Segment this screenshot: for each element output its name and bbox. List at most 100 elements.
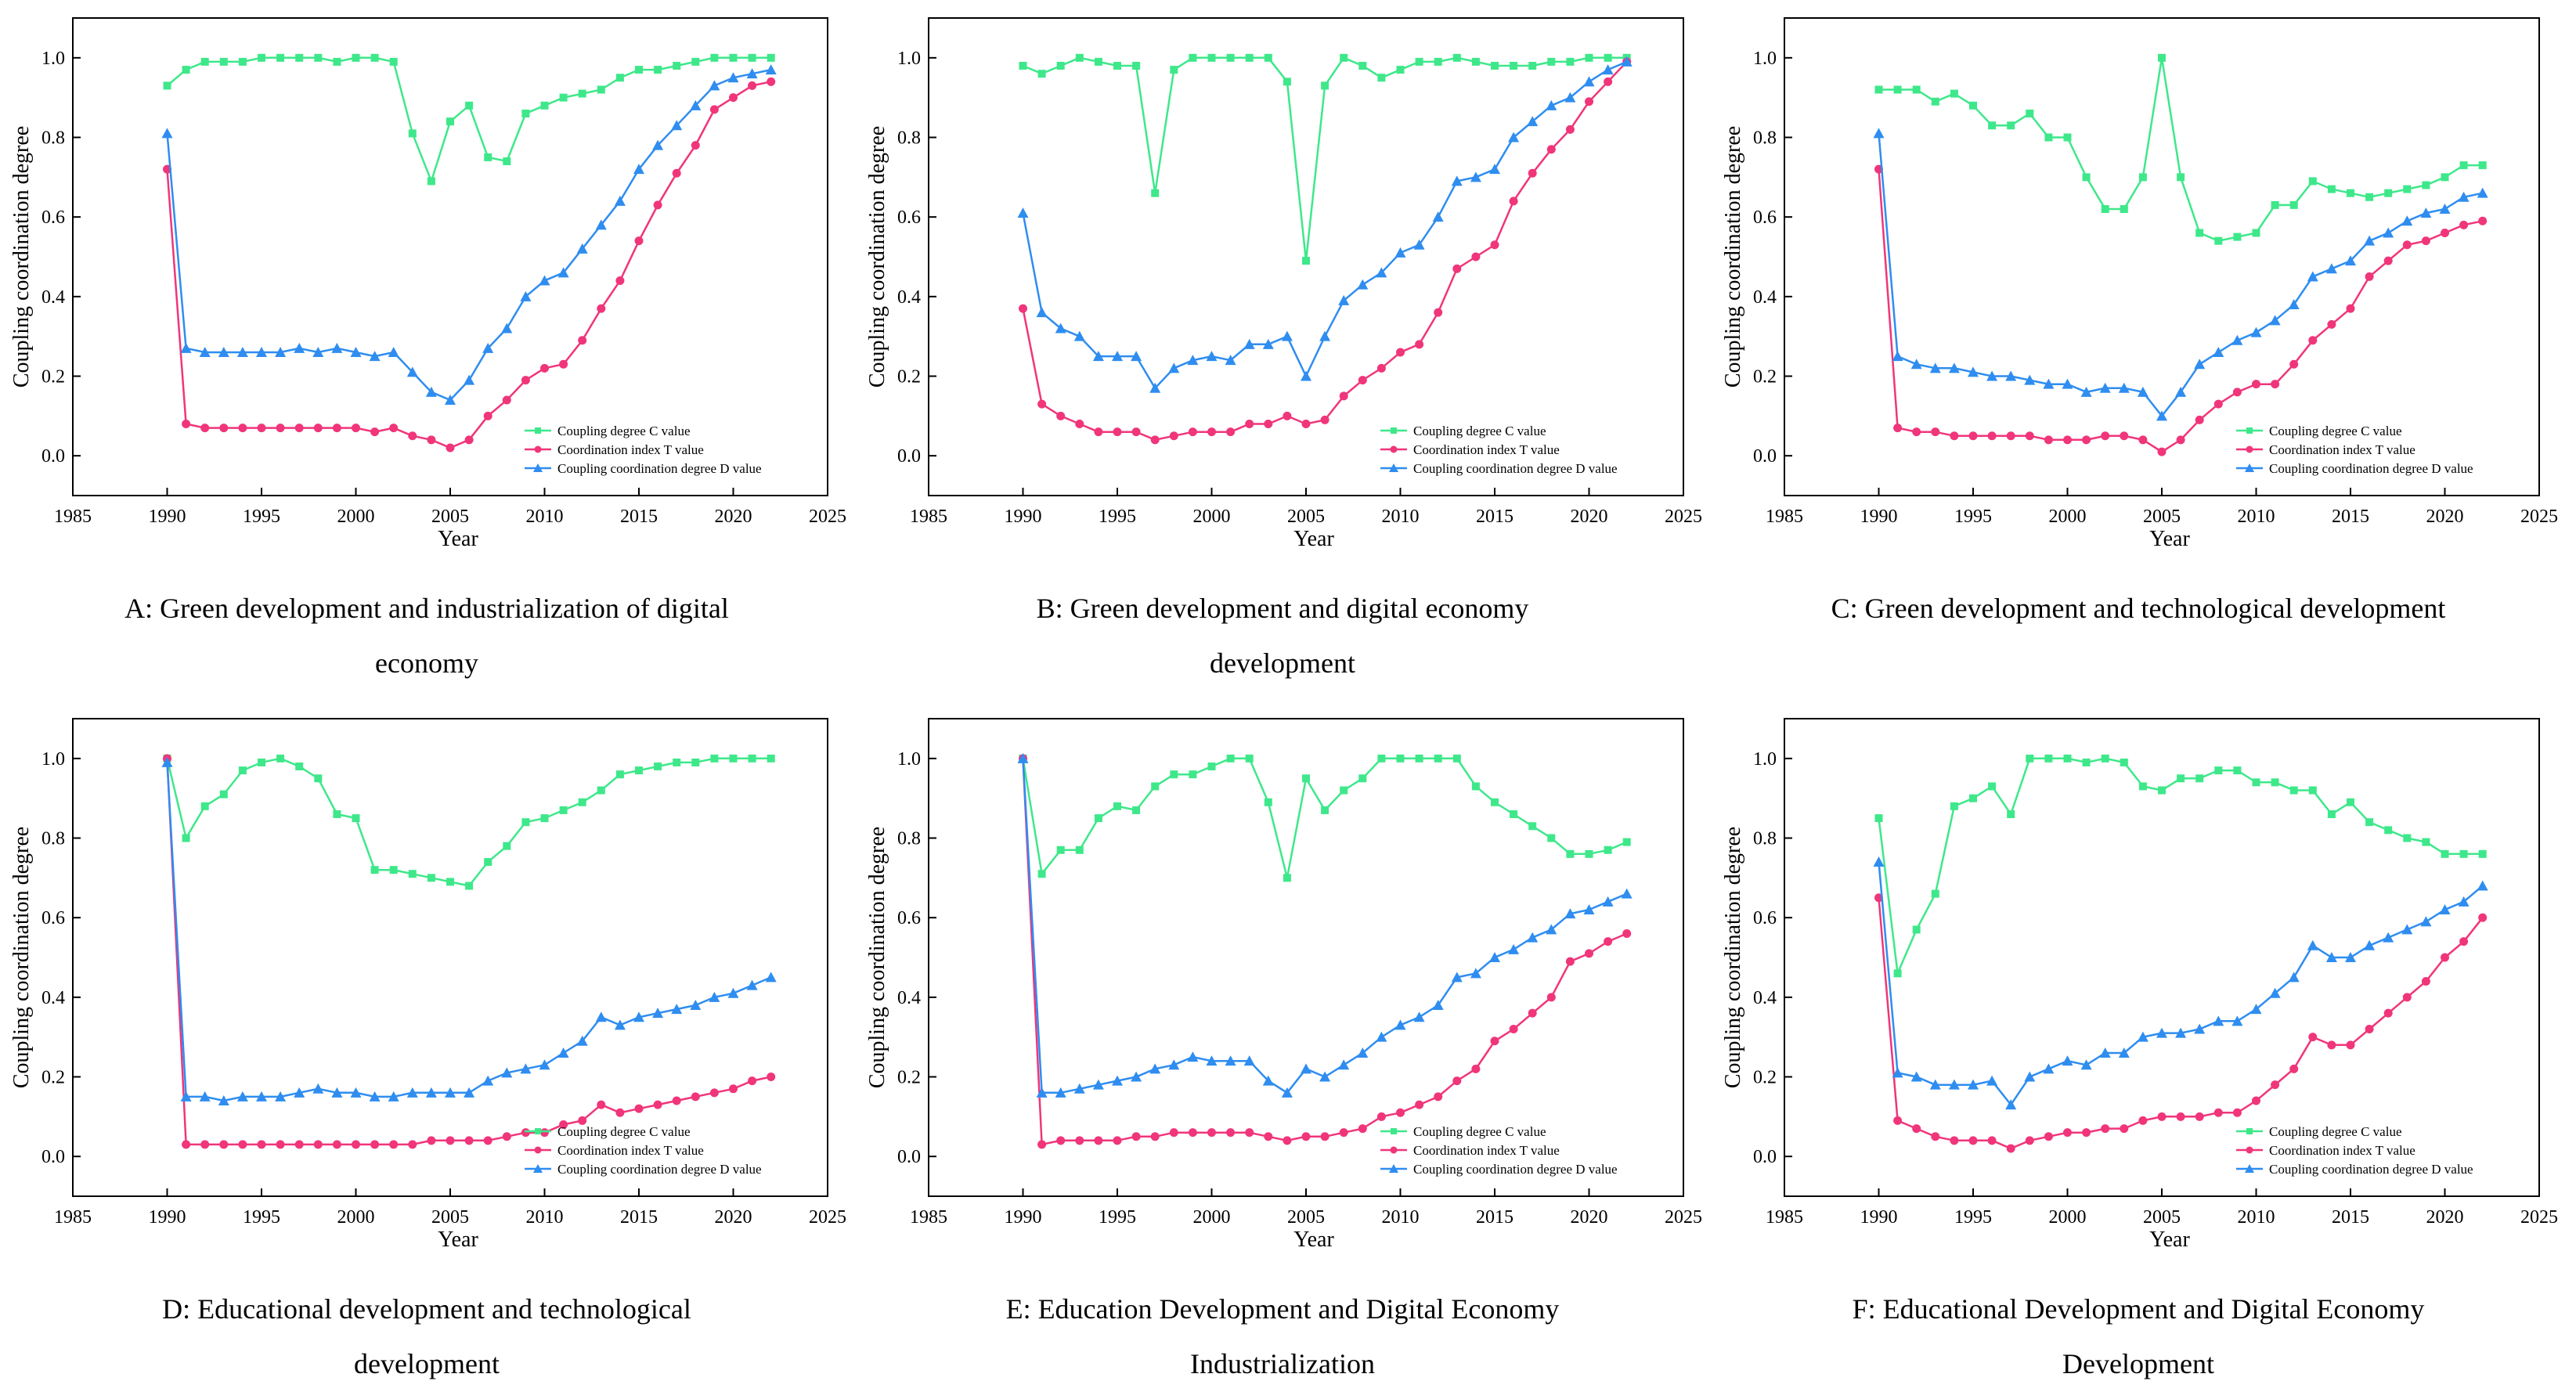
data-point-t	[2478, 216, 2488, 225]
data-point-c	[540, 814, 549, 823]
data-point-t	[1376, 363, 1386, 373]
data-point-c	[1931, 97, 1939, 106]
legend-marker-square	[1391, 427, 1397, 434]
data-point-d	[1413, 1011, 1425, 1022]
data-point-d	[294, 342, 305, 353]
data-point-d	[1892, 1067, 1903, 1078]
x-tick-label: 1995	[243, 507, 280, 527]
data-point-t	[1188, 427, 1197, 437]
data-point-t	[2232, 388, 2242, 397]
data-point-c	[654, 763, 662, 770]
chart-panel-b: 1985 1990 1995 2000 2005 2010 2015 2020 2025 0.0 0…	[856, 0, 1709, 697]
data-point-d	[1432, 1000, 1444, 1010]
data-point-t	[1434, 308, 1443, 317]
data-point-t	[1912, 1124, 1921, 1134]
data-point-d	[1168, 362, 1180, 373]
data-point-c	[597, 786, 605, 795]
legend-marker-square	[535, 427, 541, 434]
data-point-d	[709, 991, 720, 1002]
data-point-c	[673, 62, 681, 70]
data-point-t	[352, 424, 360, 433]
data-point-t	[219, 1140, 229, 1149]
data-point-t	[2195, 1112, 2204, 1121]
data-point-d	[161, 128, 173, 139]
legend-label: Coupling degree C value	[1413, 424, 1546, 438]
legend-marker-circle	[1390, 445, 1398, 453]
data-point-t	[2157, 1112, 2167, 1121]
data-point-c	[2101, 205, 2109, 213]
data-point-d	[312, 1083, 324, 1094]
data-point-d	[2250, 326, 2262, 337]
legend-label: Coordination index T value	[2269, 1143, 2415, 1158]
data-point-t	[1509, 1025, 1518, 1033]
data-point-d	[1489, 952, 1500, 962]
data-point-d	[2420, 916, 2432, 927]
data-point-t	[615, 276, 625, 285]
data-point-d	[709, 80, 720, 91]
data-point-d	[1873, 856, 1885, 867]
data-point-t	[2459, 937, 2469, 946]
data-point-c	[2138, 782, 2147, 791]
data-point-t	[1094, 427, 1103, 437]
legend-label: Coupling degree C value	[2269, 424, 2402, 438]
data-point-c	[1302, 257, 1310, 265]
data-point-t	[1226, 427, 1236, 437]
data-point-d	[2477, 880, 2488, 891]
data-point-t	[1075, 1136, 1084, 1145]
data-point-t	[1320, 1132, 1329, 1141]
data-point-c	[1434, 754, 1442, 763]
data-point-t	[370, 427, 380, 437]
data-point-t	[2402, 240, 2412, 250]
data-point-c	[2007, 121, 2015, 130]
data-point-c	[1415, 57, 1423, 66]
data-point-d	[2325, 263, 2337, 274]
y-tick-label: 0.8	[41, 128, 65, 149]
series-line-coordination-index-t-value	[166, 81, 771, 449]
data-point-d	[2477, 187, 2488, 198]
x-tick-label: 1985	[910, 1207, 947, 1228]
data-point-t	[634, 1104, 644, 1113]
data-point-t	[1396, 348, 1405, 357]
data-point-d	[1301, 370, 1311, 381]
series-line-coupling-coordination-degree-d-value	[166, 68, 771, 402]
data-point-c	[1358, 774, 1367, 783]
data-point-c	[1510, 62, 1518, 70]
y-tick-label: 0.0	[41, 446, 65, 467]
data-point-d	[1929, 362, 1941, 373]
data-point-t	[332, 1140, 341, 1149]
data-point-d	[1149, 382, 1161, 393]
data-point-t	[1056, 411, 1066, 420]
y-tick-label: 0.0	[897, 1147, 921, 1167]
x-tick-label: 1990	[1005, 507, 1042, 527]
data-point-d	[1564, 908, 1576, 919]
chart-panel-e: 1985 1990 1995 2000 2005 2010 2015 2020 2025 0.0 0…	[856, 701, 1709, 1397]
data-point-t	[1452, 1076, 1462, 1086]
x-tick-label: 2000	[337, 507, 375, 527]
data-point-t	[597, 1100, 606, 1109]
data-point-c	[1471, 57, 1480, 66]
x-tick-label: 2025	[809, 1207, 846, 1228]
series-line-coordination-index-t-value	[166, 758, 771, 1146]
data-point-d	[218, 347, 229, 357]
data-point-t	[1490, 240, 1499, 250]
data-point-t	[578, 336, 587, 345]
data-point-t	[257, 1140, 266, 1149]
legend-marker-triangle	[2245, 463, 2254, 472]
data-point-t	[2252, 380, 2260, 389]
y-axis-label: Coupling coordination degree	[1721, 827, 1745, 1088]
data-point-c	[1245, 754, 1254, 763]
legend-marker-triangle	[533, 463, 543, 472]
data-point-d	[1621, 56, 1633, 67]
data-point-t	[1434, 1092, 1443, 1102]
data-point-d	[2024, 374, 2036, 385]
data-point-t	[1565, 957, 1575, 966]
data-point-t	[2289, 1064, 2299, 1073]
data-point-d	[275, 1091, 287, 1102]
data-point-t	[257, 424, 266, 433]
data-point-c	[1491, 798, 1499, 806]
data-point-c	[1547, 57, 1556, 66]
data-point-d	[539, 1059, 550, 1070]
series-line-coupling-degree-c-value	[166, 56, 771, 185]
y-tick-label: 0.4	[897, 287, 921, 308]
x-tick-label: 1995	[1099, 1207, 1136, 1228]
